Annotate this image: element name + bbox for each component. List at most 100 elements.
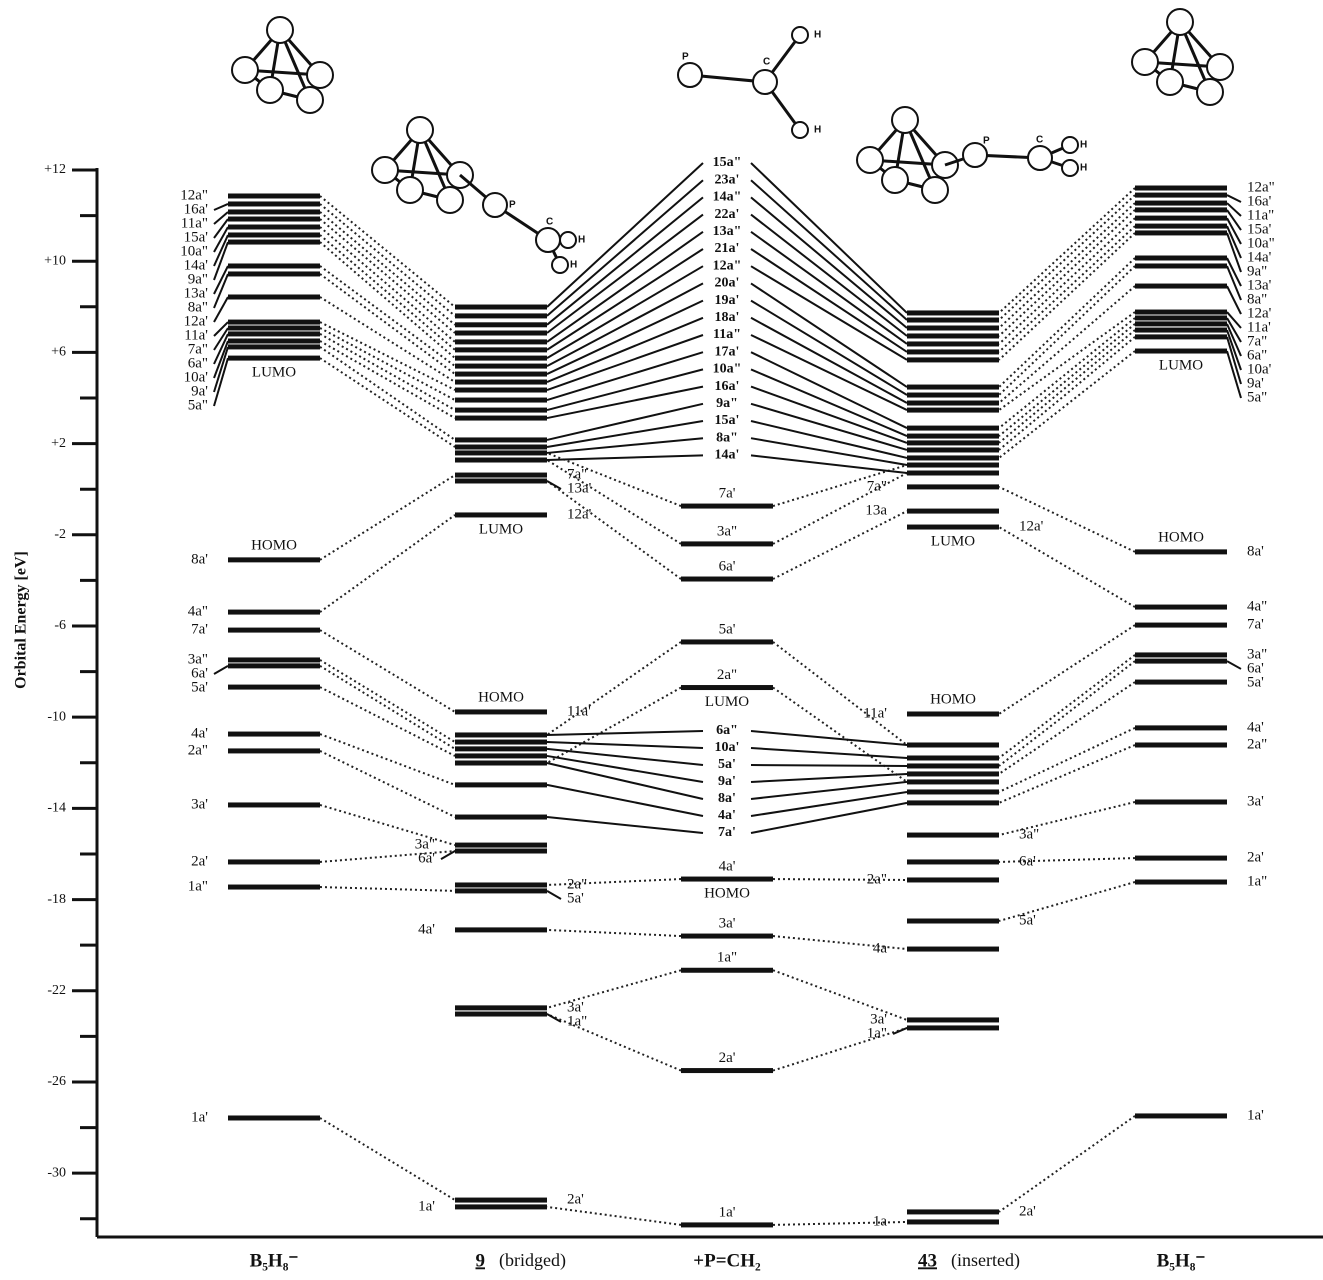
link-line (547, 785, 703, 816)
orbital-level (1135, 315, 1227, 320)
orbital-level (455, 356, 547, 361)
orbital-level (907, 800, 999, 805)
link-label: 21a' (715, 241, 740, 256)
atom (1028, 146, 1052, 170)
level-label: 2a' (719, 1050, 736, 1066)
orbital-level (455, 927, 547, 932)
link-line (547, 817, 703, 833)
orbital-level (1135, 652, 1227, 657)
orbital-level (455, 843, 547, 848)
link-line (751, 301, 907, 395)
level-label: 3a' (1247, 793, 1264, 809)
level-note: LUMO (252, 365, 296, 381)
level-note: HOMO (704, 885, 750, 901)
orbital-level (1135, 880, 1227, 885)
orbital-level (907, 1219, 999, 1224)
atom-label: H (814, 125, 821, 136)
orbital-level (228, 610, 320, 615)
link-line (547, 731, 703, 735)
orbital-level (1135, 623, 1227, 628)
column-name: +P=CH₂ (693, 1250, 761, 1271)
atom-label: C (1036, 135, 1043, 146)
orbital-level (228, 685, 320, 690)
column-name: B₅H₈⁻ (250, 1250, 299, 1271)
orbital-level (228, 331, 320, 336)
column-caption: (bridged) (499, 1250, 566, 1271)
y-tick-label: -30 (47, 1165, 66, 1180)
atom-label: H (814, 30, 821, 41)
orbital-level (455, 1005, 547, 1010)
orbital-level (1135, 186, 1227, 191)
level-label: 2a' (1247, 850, 1264, 866)
atom (307, 62, 333, 88)
level-label: 5a' (567, 890, 584, 906)
correlation-line (999, 661, 1135, 766)
link-line (751, 197, 907, 328)
correlation-line (999, 1116, 1135, 1212)
orbital-level (455, 305, 547, 310)
level-label: 8a' (1247, 543, 1264, 559)
orbital-level (1135, 256, 1227, 261)
atom-label: H (1080, 163, 1087, 174)
link-label: 20a' (715, 276, 740, 291)
orbital-level (455, 380, 547, 385)
level-label: 1a (873, 1213, 888, 1229)
orbital-level (455, 347, 547, 352)
level-label: 13a (865, 503, 887, 519)
correlation-line (773, 511, 907, 579)
atom (1062, 160, 1078, 176)
atom-label: P (983, 136, 990, 147)
orbital-level (907, 789, 999, 794)
label-leader (441, 851, 455, 859)
link-label: 23a' (715, 172, 740, 187)
orbital-level (455, 1198, 547, 1203)
orbital-level (1135, 321, 1227, 326)
correlation-line (999, 351, 1135, 458)
level-note: HOMO (478, 689, 524, 705)
orbital-level (1135, 1113, 1227, 1118)
y-tick-label: -22 (47, 983, 66, 998)
correlation-line (999, 318, 1135, 428)
level-label: 7a" (867, 478, 887, 494)
level-label: 12a' (567, 506, 592, 522)
orbital-level (455, 732, 547, 737)
orbital-level (1135, 224, 1227, 229)
orbital-level (228, 325, 320, 330)
correlation-line (999, 527, 1135, 607)
orbital-level (681, 685, 773, 690)
orbital-level (228, 657, 320, 662)
column-caption: (inserted) (951, 1250, 1020, 1271)
link-line (547, 387, 703, 418)
y-tick-label: +12 (44, 162, 66, 177)
atom (753, 70, 777, 94)
link-label: 17a' (715, 344, 740, 359)
level-label: 6a' (1019, 853, 1036, 869)
orbital-level (455, 473, 547, 478)
orbital-level (907, 859, 999, 864)
level-label: 1a" (188, 878, 208, 894)
correlation-line (320, 212, 455, 325)
correlation-line (999, 324, 1135, 436)
orbital-level (455, 388, 547, 393)
correlation-line (999, 188, 1135, 313)
orbital-level (907, 440, 999, 445)
level-label: 1a" (717, 950, 737, 966)
atom (1157, 69, 1183, 95)
atom-label: H (578, 235, 585, 246)
orbital-level (907, 401, 999, 406)
level-label: 2a" (717, 667, 737, 683)
level-label: 4a' (1247, 719, 1264, 735)
level-label: 1a' (719, 1204, 736, 1220)
correlation-line (999, 218, 1135, 344)
level-label: 6a' (418, 851, 435, 867)
orbital-level (228, 628, 320, 633)
correlation-line (320, 515, 455, 612)
y-tick-label: -26 (47, 1074, 66, 1089)
link-line (751, 731, 907, 745)
correlation-line (999, 337, 1135, 450)
atom (1062, 137, 1078, 153)
orbital-level (1135, 328, 1227, 333)
orbital-level (907, 325, 999, 330)
link-label: 7a' (718, 825, 736, 840)
link-line (751, 387, 907, 443)
